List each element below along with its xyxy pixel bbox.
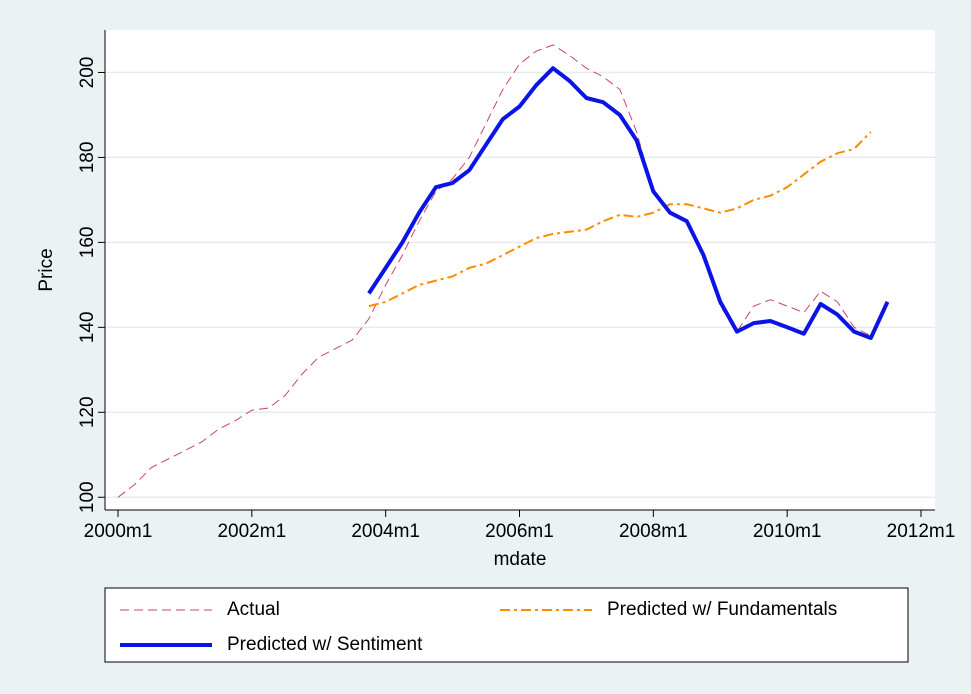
legend-label: Predicted w/ Fundamentals xyxy=(607,599,837,620)
x-tick-label: 2008m1 xyxy=(619,521,688,542)
series-line xyxy=(367,66,890,340)
x-tick-label: 2000m1 xyxy=(84,521,153,542)
legend xyxy=(104,587,909,663)
x-tick-label: 2002m1 xyxy=(217,521,286,542)
x-tick-label: 2006m1 xyxy=(485,521,554,542)
x-tick-label: 2012m1 xyxy=(887,521,956,542)
y-axis-title: Price xyxy=(36,248,57,291)
legend-label: Predicted w/ Sentiment xyxy=(227,634,423,655)
y-tick-label: 160 xyxy=(77,227,98,259)
plot-area xyxy=(105,30,935,510)
x-tick-label: 2010m1 xyxy=(753,521,822,542)
series-line xyxy=(117,44,872,498)
series-line xyxy=(368,131,872,308)
y-tick-label: 120 xyxy=(77,396,98,428)
y-tick-label: 100 xyxy=(77,481,98,513)
x-tick-label: 2004m1 xyxy=(351,521,420,542)
y-tick-label: 140 xyxy=(77,311,98,343)
x-axis-title: mdate xyxy=(494,549,547,570)
y-tick-label: 180 xyxy=(77,142,98,174)
y-tick-label: 200 xyxy=(77,57,98,89)
legend-label: Actual xyxy=(227,599,280,620)
